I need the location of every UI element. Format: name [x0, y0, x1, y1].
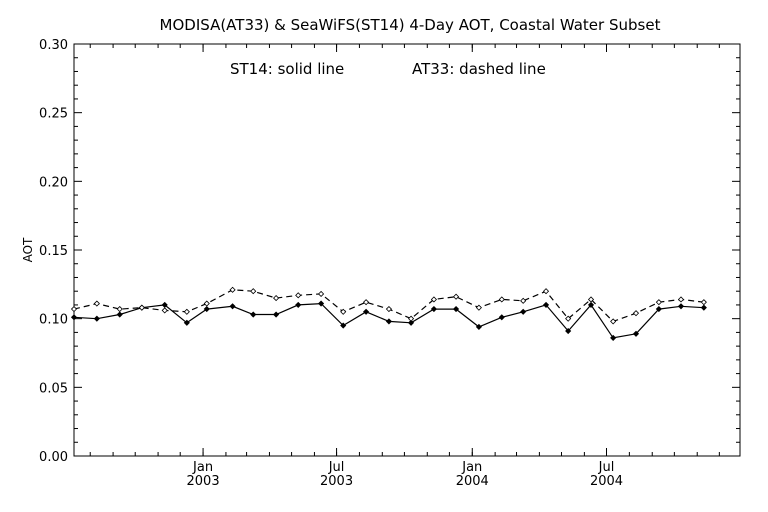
- at33-data-point: [183, 308, 190, 315]
- plot-frame: [73, 43, 741, 457]
- series-layer: [70, 286, 707, 341]
- st14-data-point: [542, 301, 550, 308]
- y-tick-label: 0.10: [39, 313, 68, 328]
- at33-data-point: [632, 310, 640, 317]
- at33-data-point: [475, 304, 482, 311]
- st14-data-point: [250, 311, 257, 318]
- at33-data-point: [250, 288, 257, 295]
- y-tick-label: 0.25: [39, 107, 68, 122]
- st14-data-point: [475, 323, 482, 330]
- y-tick-label: 0.30: [39, 38, 68, 53]
- st14-data-point: [498, 314, 505, 321]
- x-tick-year-label: 2004: [456, 474, 489, 489]
- at33-data-point: [542, 288, 550, 295]
- st14-data-point: [520, 308, 527, 315]
- st14-data-point: [70, 314, 78, 321]
- st14-data-point: [273, 311, 280, 318]
- at33-data-point: [430, 296, 437, 303]
- st14-data-point: [183, 319, 190, 326]
- st14-data-point: [452, 305, 460, 313]
- st14-data-point: [340, 322, 347, 329]
- at33-data-point: [318, 290, 325, 298]
- st14-data-point: [700, 304, 707, 311]
- st14-data-point: [116, 311, 123, 318]
- st14-data-point: [363, 308, 370, 315]
- st14-data-point: [229, 303, 236, 310]
- st14-data-point: [587, 301, 595, 308]
- at33-data-point: [161, 307, 168, 314]
- y-tick-label: 0.05: [39, 381, 68, 396]
- st14-data-point: [632, 330, 640, 337]
- plot-area: [73, 43, 741, 457]
- at33-data-point: [363, 299, 370, 306]
- at33-data-point: [587, 296, 595, 303]
- y-axis-ticks: 0.00 0.05 0.10 0.15 0.20 0.25 0.30: [39, 38, 740, 465]
- st14-data-point: [295, 301, 302, 308]
- st14-data-point: [677, 303, 685, 310]
- st14-data-point: [385, 318, 392, 325]
- x-tick-month-label: Jul: [328, 460, 345, 475]
- st14-data-point: [610, 334, 617, 341]
- st14-data-point: [93, 315, 100, 322]
- st14-annotation: ST14: solid line: [230, 60, 344, 78]
- at33-data-point: [498, 296, 505, 303]
- chart-title: MODISA(AT33) & SeaWiFS(ST14) 4-Day AOT, …: [160, 16, 661, 34]
- y-tick-label: 0.15: [39, 244, 68, 259]
- at33-data-point: [700, 299, 707, 306]
- x-tick-year-label: 2003: [187, 474, 220, 489]
- at33-series-line: [73, 289, 704, 323]
- at33-data-point: [273, 295, 280, 302]
- at33-data-point: [452, 293, 460, 300]
- at33-data-point: [565, 315, 572, 322]
- st14-data-point: [565, 327, 572, 335]
- x-tick-year-label: 2003: [320, 474, 353, 489]
- at33-data-point: [70, 305, 78, 313]
- at33-data-point: [610, 318, 617, 325]
- at33-data-point: [520, 297, 527, 304]
- y-axis-label: AOT: [21, 237, 35, 262]
- x-tick-month-label: Jan: [461, 460, 482, 475]
- st14-data-point: [203, 305, 210, 313]
- y-tick-label: 0.20: [39, 175, 68, 190]
- st14-data-point: [655, 305, 662, 313]
- at33-data-point: [407, 315, 415, 322]
- at33-data-point: [677, 296, 685, 303]
- at33-data-point: [93, 300, 100, 307]
- at33-annotation: AT33: dashed line: [412, 60, 546, 78]
- at33-data-point: [385, 305, 392, 313]
- st14-data-point: [318, 300, 325, 307]
- at33-data-point: [655, 299, 662, 306]
- at33-data-point: [138, 304, 145, 311]
- at33-data-point: [203, 300, 210, 307]
- x-tick-month-label: Jan: [192, 460, 213, 475]
- at33-data-point: [340, 308, 347, 315]
- at33-data-point: [295, 292, 302, 299]
- st14-data-point: [407, 319, 415, 326]
- x-tick-year-label: 2004: [590, 474, 623, 489]
- at33-data-point: [116, 305, 123, 313]
- x-tick-month-label: Jul: [598, 460, 615, 475]
- at33-data-point: [229, 286, 236, 293]
- st14-data-point: [430, 305, 437, 313]
- y-tick-label: 0.00: [39, 450, 68, 465]
